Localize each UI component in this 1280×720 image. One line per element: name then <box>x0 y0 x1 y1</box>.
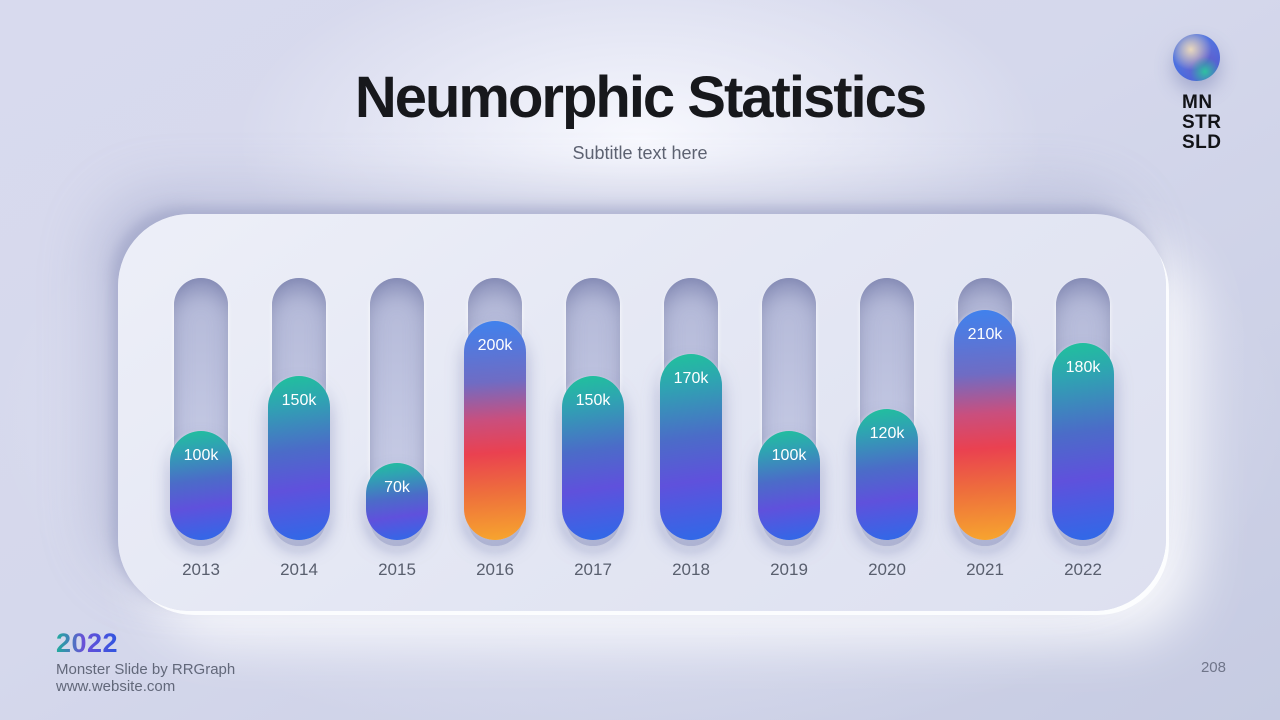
chart-column: 100k 2013 <box>152 278 250 580</box>
bar-value-label: 100k <box>183 447 219 464</box>
bar-fill: 180k <box>1052 343 1114 540</box>
slide-title: Neumorphic Statistics <box>354 65 927 130</box>
slide-subtitle: Subtitle text here <box>572 143 708 163</box>
chart-column: 210k 2021 <box>936 278 1034 580</box>
category-label: 2014 <box>280 560 318 579</box>
chart-column: 100k 2019 <box>740 278 838 580</box>
chart-column: 170k 2018 <box>642 278 740 580</box>
chart-column: 150k 2014 <box>250 278 348 580</box>
category-label: 2013 <box>182 560 220 579</box>
bar-track: 100k <box>758 278 820 546</box>
bar-fill: 170k <box>660 354 722 540</box>
bar-fill: 100k <box>170 431 232 540</box>
footer-website: www.website.com <box>56 678 176 695</box>
brand-logo-line: SLD <box>1182 132 1222 153</box>
category-label: 2020 <box>868 560 906 579</box>
category-label: 2016 <box>476 560 514 579</box>
chart-column: 200k 2016 <box>446 278 544 580</box>
bar-track: 150k <box>268 278 330 546</box>
bar-fill: 70k <box>366 463 428 540</box>
category-label: 2018 <box>672 560 710 579</box>
category-label: 2019 <box>770 560 808 579</box>
bar-track: 180k <box>1052 278 1114 546</box>
bar-fill: 210k <box>954 310 1016 540</box>
brand-logo-text: MN STR SLD <box>1182 93 1222 153</box>
category-label: 2015 <box>378 560 416 579</box>
bar-track: 150k <box>562 278 624 546</box>
bar-track: 100k <box>170 278 232 546</box>
bar-value-label: 200k <box>477 337 513 354</box>
chart-column: 180k 2022 <box>1034 278 1132 580</box>
brand-logo-line: STR <box>1182 112 1222 133</box>
bar-chart: 100k 2013 150k 2014 70k 2015 200k 2016 150k 2017 1… <box>118 278 1166 580</box>
footer-year: 2022 <box>56 628 119 658</box>
bar-track: 170k <box>660 278 722 546</box>
chart-panel: 100k 2013 150k 2014 70k 2015 200k 2016 150k 2017 1… <box>118 214 1166 611</box>
chart-column: 70k 2015 <box>348 278 446 580</box>
page-number: 208 <box>1200 659 1226 676</box>
category-label: 2017 <box>574 560 612 579</box>
bar-track: 70k <box>366 278 428 546</box>
bar-track: 120k <box>856 278 918 546</box>
bar-value-label: 150k <box>575 392 611 409</box>
category-label: 2021 <box>966 560 1004 579</box>
chart-column: 120k 2020 <box>838 278 936 580</box>
bar-fill: 200k <box>464 321 526 540</box>
bar-value-label: 180k <box>1065 359 1101 376</box>
bar-track: 210k <box>954 278 1016 546</box>
bar-value-label: 70k <box>384 479 410 496</box>
gradient-sphere-icon <box>1173 34 1220 81</box>
category-label: 2022 <box>1064 560 1102 579</box>
bar-value-label: 120k <box>869 425 905 442</box>
bar-fill: 120k <box>856 409 918 540</box>
bar-value-label: 100k <box>771 447 807 464</box>
bar-fill: 150k <box>562 376 624 540</box>
bar-fill: 150k <box>268 376 330 540</box>
footer-credit: Monster Slide by RRGraph <box>56 661 236 678</box>
chart-column: 150k 2017 <box>544 278 642 580</box>
bar-fill: 100k <box>758 431 820 540</box>
bar-track: 200k <box>464 278 526 546</box>
brand-logo-line: MN <box>1182 92 1213 113</box>
bar-value-label: 210k <box>967 326 1003 343</box>
bar-value-label: 170k <box>673 370 709 387</box>
bar-value-label: 150k <box>281 392 317 409</box>
